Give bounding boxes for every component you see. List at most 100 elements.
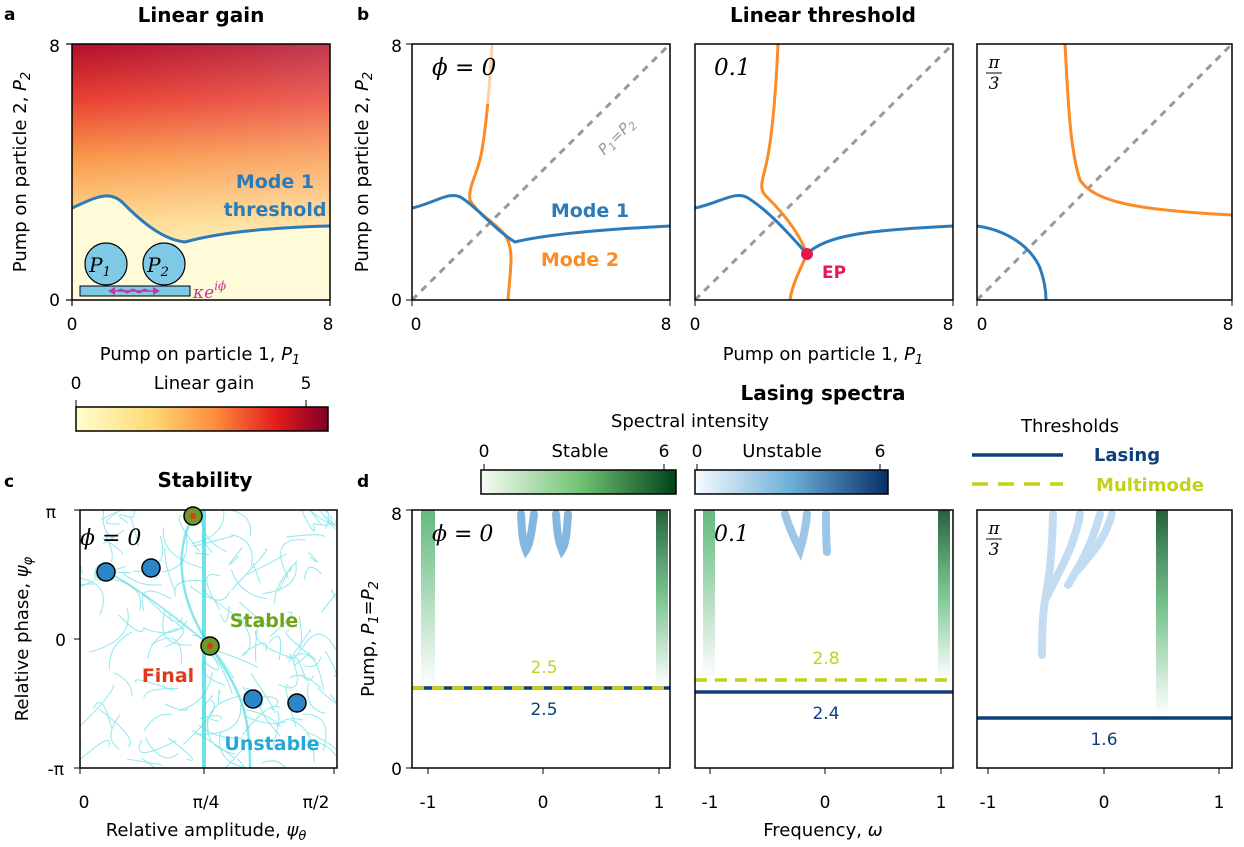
trajectory-line: [100, 510, 136, 520]
trajectory-line: [122, 572, 162, 586]
d-ylabel: Pump, P1=P2: [358, 581, 382, 697]
trajectory-line: [304, 566, 322, 580]
trajectory-line: [80, 565, 84, 575]
b-ylabel: Pump on particle 2, P2: [352, 72, 376, 272]
panel-label-b: b: [357, 5, 369, 25]
d2-xtick-0: 0: [820, 793, 831, 813]
a-xlabel: Pump on particle 1, P1: [100, 344, 300, 368]
d-phi0-lasing-value: 2.5: [530, 700, 557, 720]
d-phi0-multimode-value: 2.5: [530, 658, 557, 678]
spectral-intensity-title: Spectral intensity: [611, 411, 769, 432]
trajectory-line: [183, 699, 215, 745]
a-xtick-0: 0: [67, 315, 78, 335]
spectrum-plot-phi-0.1: [695, 510, 953, 694]
trajectory-line: [198, 724, 243, 739]
stable-cbar-tick-6: 6: [659, 442, 670, 462]
b2-xtick-8: 8: [943, 315, 954, 335]
trajectory-line: [80, 739, 82, 748]
trajectory-line: [324, 651, 337, 677]
trajectory-line: [129, 515, 139, 546]
trajectory-line: [321, 592, 337, 613]
trajectory-line: [102, 510, 116, 541]
b1-xtick-0: 0: [411, 315, 422, 335]
trajectory-line: [220, 605, 230, 623]
d-ytick-0: 0: [391, 760, 402, 780]
trajectory-line: [280, 539, 306, 579]
initial-state: [243, 689, 263, 709]
trajectory-line: [191, 510, 225, 544]
trajectory-line: [217, 689, 221, 704]
trajectory-line: [255, 630, 294, 659]
trajectory-line: [114, 565, 131, 574]
trajectory-line: [312, 514, 333, 526]
trajectory-line: [80, 534, 90, 546]
d1-xtick-0: 0: [538, 793, 549, 813]
trajectory-line: [164, 703, 189, 711]
trajectory-line: [207, 695, 240, 732]
b2-xtick-0: 0: [690, 315, 701, 335]
trajectory-line: [93, 702, 112, 728]
b-mode-2-label: Mode 2: [541, 249, 619, 271]
trajectory-line: [110, 714, 121, 750]
mode-1-curve-phi-0.1: [695, 193, 953, 257]
coupling-label: κeiϕ: [192, 279, 226, 303]
dimer-inset: P1 P2 κeiϕ: [79, 242, 226, 303]
initial-state: [96, 562, 116, 582]
panel-label-d: d: [357, 472, 369, 492]
trajectory-line: [307, 551, 318, 563]
a-ytick-0: 0: [49, 291, 60, 311]
gain-colorbar: [75, 406, 329, 432]
svg-text:3: 3: [989, 540, 1000, 560]
trajectory-line: [302, 633, 337, 650]
trajectory-line: [262, 563, 297, 595]
panel-a-title: Linear gain: [138, 3, 265, 27]
d-phi-label-0: ϕ = 0: [432, 522, 493, 547]
initial-state: [141, 558, 161, 578]
a-xtick-8: 8: [323, 315, 334, 335]
a-ylabel: Pump on particle 2, P2: [10, 72, 34, 272]
trajectory-line: [167, 737, 194, 761]
trajectory-line: [88, 608, 129, 653]
d2-xtick-m1: -1: [702, 793, 719, 813]
d3-xtick-0: 0: [1099, 793, 1110, 813]
gain-cbar-tick-0: 0: [71, 374, 82, 394]
trajectory-line: [165, 622, 184, 648]
svg-text:P1: P1: [88, 253, 111, 280]
panel-label-c: c: [4, 472, 14, 492]
trajectory-line: [108, 631, 133, 670]
trajectory-line: [308, 510, 337, 525]
panel-b1-axes: [411, 43, 671, 301]
trajectory-line: [307, 682, 326, 714]
final-label: Final: [142, 665, 194, 687]
panel-label-a: a: [4, 5, 15, 25]
trajectory-line: [147, 627, 184, 659]
trajectory-line: [127, 759, 163, 766]
diagonal-label: P1=P2: [594, 114, 640, 160]
trajectory-line: [202, 590, 246, 621]
trajectory-line: [138, 739, 177, 754]
c-xtick-pi4: π/4: [193, 793, 220, 813]
ep-label: EP: [822, 263, 846, 283]
trajectory-line: [80, 739, 110, 761]
b3-xtick-0: 0: [977, 315, 988, 335]
trajectory-line: [260, 703, 281, 737]
trajectory-line: [237, 758, 247, 768]
trajectory-line: [224, 747, 245, 768]
trajectory-line: [228, 510, 252, 537]
d-phi-label-pi-3: π 3: [986, 519, 1002, 560]
trajectory-line: [301, 673, 315, 681]
b1-ytick-0: 0: [391, 291, 402, 311]
stable-cbar-label: Stable: [551, 441, 608, 462]
c-ytick-pi: π: [46, 503, 56, 523]
unstable-cbar-tick-6: 6: [875, 442, 886, 462]
trajectory-line: [141, 590, 172, 612]
d-phipi3-lasing-value: 1.6: [1090, 730, 1117, 750]
trajectory-line: [150, 637, 182, 664]
b-mode-1-label: Mode 1: [551, 200, 629, 222]
trajectory-line: [99, 709, 131, 748]
trajectory-line: [162, 610, 192, 646]
mode-1-label: Mode 1: [236, 171, 314, 193]
lasing-legend-label: Lasing: [1094, 445, 1160, 466]
trajectory-line: [274, 560, 298, 604]
trajectory-line: [316, 687, 337, 704]
